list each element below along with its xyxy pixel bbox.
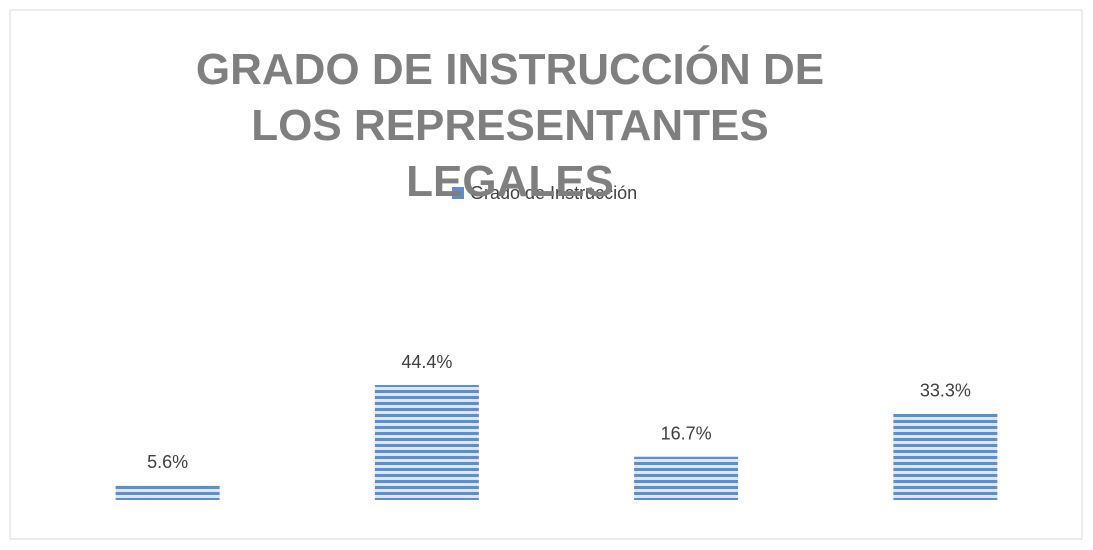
bar (115, 485, 220, 500)
bar (374, 385, 479, 500)
legend-label: Grado de Instrucción (470, 183, 637, 203)
bar (634, 456, 739, 500)
legend-swatch (452, 187, 464, 199)
value-label: 5.6% (147, 452, 188, 472)
value-label: 44.4% (401, 352, 452, 372)
chart-title: GRADO DE INSTRUCCIÓN DE LOS REPRESENTANT… (195, 45, 825, 206)
value-label: 16.7% (661, 423, 712, 443)
value-label: 33.3% (920, 381, 971, 401)
bar (893, 413, 998, 500)
